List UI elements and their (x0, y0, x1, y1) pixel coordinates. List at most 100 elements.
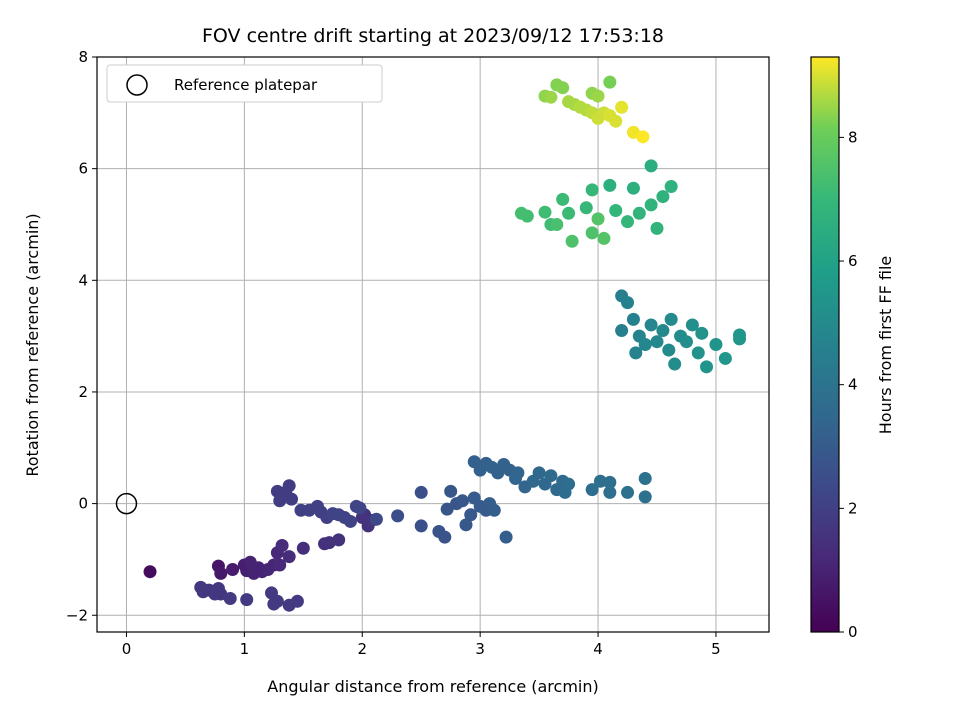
colorbar-tick-label: 2 (848, 499, 858, 517)
data-point (544, 90, 558, 104)
data-point (629, 346, 643, 360)
data-point (733, 328, 747, 342)
data-point (414, 519, 428, 533)
data-points (143, 75, 747, 612)
data-point (718, 351, 732, 365)
data-point (499, 530, 513, 544)
data-point (656, 190, 670, 204)
data-point (270, 594, 284, 608)
data-point (650, 221, 664, 235)
data-point (464, 508, 478, 522)
data-point (626, 312, 640, 326)
reference-point (115, 492, 138, 515)
data-point (615, 100, 629, 114)
data-point (591, 212, 605, 226)
colorbar: 0 2 4 6 8 Hours from first FF file (810, 56, 895, 641)
x-tick-label: 5 (711, 640, 721, 658)
data-point (644, 318, 658, 332)
data-point (459, 518, 473, 532)
plot-frame (96, 56, 770, 633)
data-point (214, 566, 228, 580)
data-point (440, 502, 454, 516)
y-axis-ticks: −2 0 2 4 6 8 (66, 48, 97, 624)
data-point (290, 594, 304, 608)
data-point (585, 226, 599, 240)
y-tick-label: −2 (66, 606, 88, 624)
data-point (636, 130, 650, 144)
data-point (664, 312, 678, 326)
data-point (223, 592, 237, 606)
x-tick-label: 0 (122, 640, 132, 658)
y-tick-label: 6 (78, 160, 88, 178)
data-point (296, 541, 310, 555)
data-point (662, 343, 676, 357)
data-point (273, 558, 287, 572)
data-point (638, 338, 652, 351)
data-point (282, 550, 296, 564)
data-point (668, 357, 682, 371)
data-point (532, 466, 546, 480)
legend: Reference platepar (106, 64, 383, 103)
y-tick-label: 0 (78, 495, 88, 513)
data-point (632, 206, 646, 220)
legend-box (106, 64, 383, 103)
y-tick-label: 2 (78, 383, 88, 401)
data-point (638, 471, 652, 485)
data-point (626, 181, 640, 195)
data-point (369, 512, 383, 526)
data-point (514, 206, 528, 220)
data-point (609, 204, 623, 218)
data-point (544, 469, 558, 483)
data-point (562, 206, 576, 220)
colorbar-label: Hours from first FF file (876, 256, 895, 435)
data-point (143, 565, 157, 579)
data-point (550, 217, 564, 231)
data-point (585, 183, 599, 197)
data-point (656, 324, 670, 338)
data-point (444, 484, 458, 498)
data-point (591, 89, 605, 103)
data-point (593, 474, 607, 488)
data-point (332, 533, 346, 547)
data-point (621, 296, 635, 310)
legend-entry: Reference platepar (174, 76, 318, 94)
y-tick-label: 8 (78, 48, 88, 66)
data-point (585, 483, 599, 497)
data-point (353, 501, 367, 515)
data-point (644, 198, 658, 212)
data-point (650, 335, 664, 349)
colorbar-tick-label: 4 (848, 376, 858, 394)
data-point (282, 479, 296, 493)
data-point (603, 475, 617, 489)
data-point (709, 338, 723, 351)
data-point (275, 538, 289, 552)
chart-title: FOV centre drift starting at 2023/09/12 … (202, 25, 664, 47)
data-point (621, 485, 635, 499)
x-axis-label: Angular distance from reference (arcmin) (267, 677, 598, 696)
x-tick-label: 3 (475, 640, 485, 658)
data-point (664, 180, 678, 194)
colorbar-gradient (810, 56, 840, 633)
data-point (455, 494, 469, 508)
x-tick-label: 1 (240, 640, 250, 658)
y-tick-label: 4 (78, 271, 88, 289)
data-point (679, 335, 693, 349)
data-point (597, 231, 611, 245)
data-point (562, 477, 576, 491)
data-point (603, 485, 617, 499)
x-axis-ticks: 0 1 2 3 4 5 (122, 632, 721, 658)
colorbar-tick-label: 6 (848, 252, 858, 270)
data-point (638, 490, 652, 504)
data-point (538, 205, 552, 219)
x-tick-label: 2 (357, 640, 367, 658)
colorbar-tick-label: 0 (848, 623, 858, 641)
x-tick-label: 4 (593, 640, 603, 658)
data-point (579, 201, 593, 215)
data-point (438, 530, 452, 544)
data-point (644, 159, 658, 173)
data-point (615, 324, 629, 338)
data-point (556, 192, 570, 206)
data-point (226, 562, 240, 576)
data-point (511, 466, 525, 480)
